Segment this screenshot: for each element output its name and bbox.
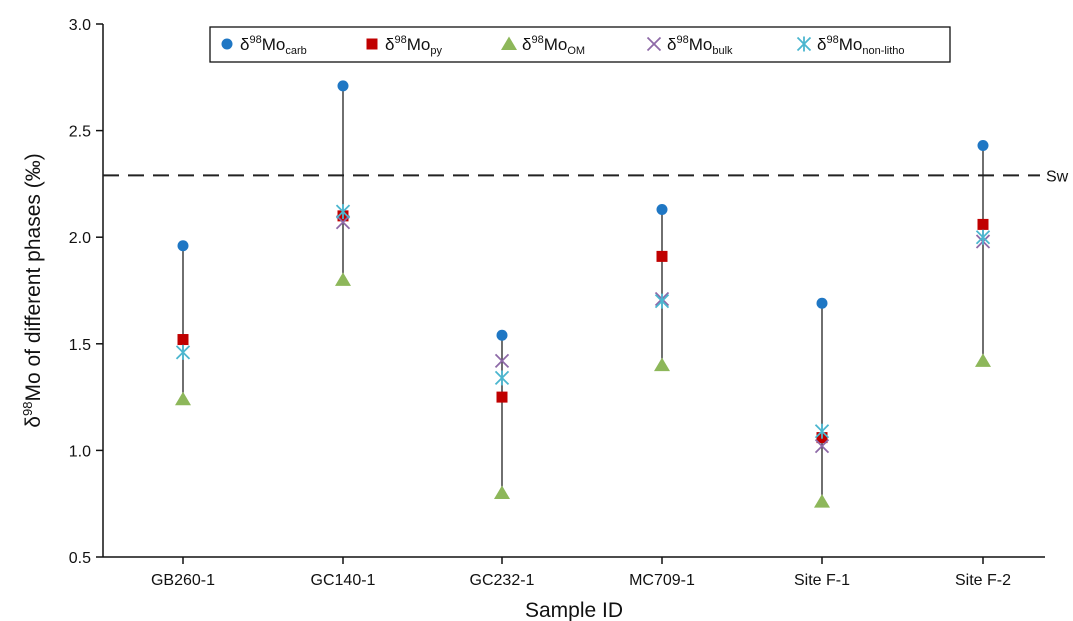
point-nonlitho-5 xyxy=(814,423,830,439)
x-axis-title: Sample ID xyxy=(525,599,623,621)
point-nonlitho-4 xyxy=(654,293,670,309)
sw-label: Sw xyxy=(1046,168,1069,185)
y-tick-label: 3.0 xyxy=(69,17,91,34)
point-carb-1 xyxy=(177,240,189,252)
x-tick-label: MC709-1 xyxy=(629,572,695,589)
legend-box xyxy=(209,26,951,63)
point-py-1 xyxy=(177,334,189,346)
legend: δ98Mocarb δ98Mopy δ98MoOM δ98Mobulk δ98Monon… xyxy=(209,26,951,63)
point-OM-3 xyxy=(494,485,510,500)
legend-marker-nonlitho xyxy=(796,36,812,52)
point-OM-4 xyxy=(654,357,670,372)
point-nonlitho-6 xyxy=(975,229,991,245)
point-bulk-3 xyxy=(494,353,510,368)
legend-label-OM: δ98MoOM xyxy=(522,34,585,57)
y-tick-label: 0.5 xyxy=(69,550,91,567)
point-py-6 xyxy=(977,218,989,230)
point-carb-6 xyxy=(977,140,989,152)
y-tick-label: 2.5 xyxy=(69,124,91,141)
legend-label-carb: δ98Mocarb xyxy=(240,34,307,57)
range-lines xyxy=(182,85,984,502)
point-OM-6 xyxy=(975,353,991,367)
point-OM-1 xyxy=(175,391,191,406)
point-py-3 xyxy=(496,391,508,403)
legend-label-bulk: δ98Mobulk xyxy=(667,34,733,57)
point-nonlitho-2 xyxy=(335,204,351,220)
point-carb-3 xyxy=(496,329,508,341)
data-markers xyxy=(175,80,991,508)
seawater-reference-line: Sw xyxy=(103,168,1069,185)
legend-marker-bulk xyxy=(646,36,662,52)
point-carb-2 xyxy=(337,80,349,92)
legend-label-nonlitho: δ98Monon-litho xyxy=(817,34,905,57)
x-tick-label: Site F-2 xyxy=(955,572,1011,589)
legend-marker-OM xyxy=(501,36,517,50)
point-nonlitho-3 xyxy=(494,370,510,386)
point-OM-2 xyxy=(335,272,351,286)
legend-label-py: δ98Mopy xyxy=(385,34,442,57)
point-bulk-2 xyxy=(335,215,351,230)
legend-marker-py xyxy=(366,38,378,50)
y-axis-title: δ98Mo of different phases (‰) xyxy=(20,153,45,427)
axes: 0.5 1.0 1.5 2.0 2.5 3.0 GB260-1 GC140-1 GC232-1 M… xyxy=(69,17,1045,589)
x-tick-label: GC232-1 xyxy=(470,572,535,589)
point-carb-4 xyxy=(656,203,668,215)
y-tick-label: 1.5 xyxy=(69,337,91,354)
x-tick-label: Site F-1 xyxy=(794,572,850,589)
y-tick-label: 2.0 xyxy=(69,230,91,247)
point-carb-5 xyxy=(816,297,828,309)
point-OM-5 xyxy=(814,494,830,508)
x-tick-label: GB260-1 xyxy=(151,572,215,589)
x-tick-label: GC140-1 xyxy=(311,572,376,589)
point-bulk-5 xyxy=(814,438,830,454)
y-tick-label: 1.0 xyxy=(69,443,91,460)
legend-marker-carb xyxy=(221,38,233,50)
point-py-4 xyxy=(656,250,668,262)
point-nonlitho-1 xyxy=(175,344,191,360)
